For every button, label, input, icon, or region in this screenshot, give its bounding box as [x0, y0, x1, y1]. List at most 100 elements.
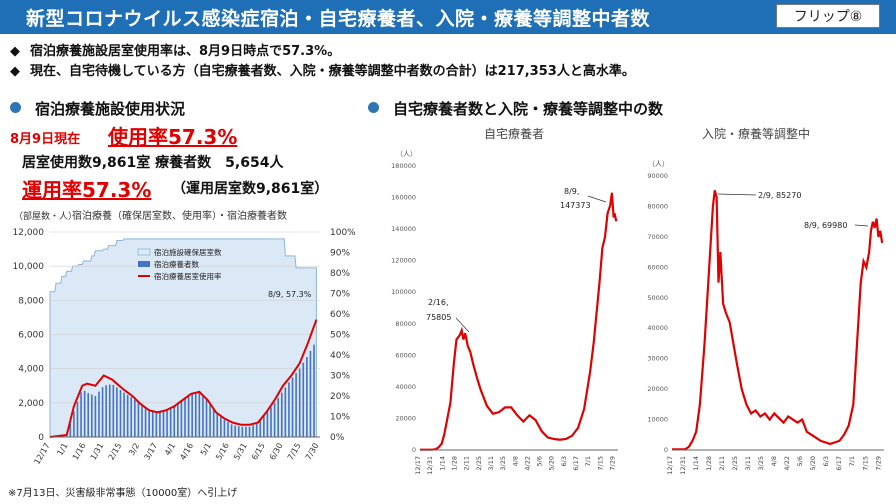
chart-title: 入院・療養等調整中 — [702, 126, 810, 141]
y-tick-label: 30000 — [647, 355, 668, 363]
legend-swatch-guests — [138, 261, 150, 267]
bar-guests — [220, 416, 222, 437]
bar-guests — [248, 426, 251, 437]
x-tick-label: 5/6 — [796, 456, 804, 466]
x-tick-label: 5/6 — [536, 456, 544, 466]
x-tick-label: 3/25 — [757, 456, 765, 471]
bar-guests — [266, 411, 269, 437]
x-tick-label: 1/14 — [692, 456, 700, 471]
bar-guests — [69, 423, 72, 437]
data-label-annotation: 8/9, — [564, 187, 579, 196]
bar-guests — [205, 399, 208, 437]
x-tick-label: 7/15 — [596, 456, 604, 471]
chart-title: 自宅療養者 — [484, 126, 544, 141]
y-tick-label: 0 — [664, 446, 668, 454]
y-tick-label: 2,000 — [18, 399, 44, 409]
y-tick-label: 6,000 — [18, 331, 44, 341]
x-tick-label: 4/1 — [163, 442, 177, 458]
legend-label: 宿泊療養者数 — [154, 259, 199, 269]
x-tick-label: 3/25 — [499, 456, 507, 471]
bar-guests — [144, 407, 147, 437]
bullet-1-text: 宿泊療養施設居室使用率は、8月9日時点で57.3%。 — [30, 44, 341, 59]
x-tick-label: 3/11 — [744, 456, 752, 471]
series-area-capacity — [49, 238, 317, 438]
y-tick-label: 80000 — [395, 320, 416, 328]
bar-guests — [155, 411, 158, 437]
y-tick-label: 10000 — [647, 416, 668, 424]
right-heading-text: 自宅療養者数と入院・療養等調整中の数 — [393, 100, 664, 118]
y-axis-label: （部屋数・人） — [14, 210, 77, 222]
x-tick-label: 5/20 — [548, 456, 556, 471]
x-tick-label: 1/16 — [71, 442, 88, 462]
y-tick-label: 180000 — [391, 162, 416, 170]
bar-guests — [237, 426, 240, 437]
x-tick-label: 2/11 — [718, 456, 726, 471]
bar-guests — [180, 400, 183, 437]
bar-guests — [166, 409, 168, 437]
x-tick-label: 1/28 — [705, 456, 713, 471]
x-tick-label: 4/22 — [783, 456, 791, 471]
bar-guests — [159, 410, 161, 437]
x-tick-label: 7/15 — [286, 442, 303, 462]
x-tick-label: 7/30 — [304, 442, 321, 462]
bar-guests — [112, 384, 115, 437]
bar-guests — [184, 397, 186, 437]
bar-guests — [116, 387, 118, 437]
bar-guests — [252, 425, 254, 437]
bar-guests — [105, 385, 107, 437]
bullet-2-text: 現在、自宅待機している方（自宅療養者数、入院・療養等調整中者数の合計）は217,… — [30, 64, 635, 79]
bar-guests — [273, 402, 276, 437]
x-tick-label: 4/16 — [178, 442, 195, 462]
x-tick-label: 2/25 — [731, 456, 739, 471]
x-tick-label: 4/8 — [770, 456, 778, 466]
x-tick-label: 1/14 — [438, 456, 446, 471]
bar-guests — [137, 402, 140, 437]
y2-tick-label: 90% — [330, 249, 350, 259]
x-tick-label: 1/1 — [55, 442, 69, 458]
circle-bullet-icon — [10, 102, 21, 113]
y-tick-label: 10,000 — [13, 262, 45, 272]
bar-guests — [101, 387, 104, 437]
y-tick-label: 8,000 — [18, 296, 44, 306]
bar-guests — [280, 392, 283, 437]
y-axis-label: （人） — [396, 150, 417, 158]
bar-guests — [288, 382, 290, 437]
y2-tick-label: 0% — [330, 433, 345, 443]
series-line — [672, 190, 884, 451]
diamond-icon: ◆ — [10, 64, 20, 79]
data-label-annotation: 8/9, 57.3% — [268, 290, 312, 299]
bar-guests — [91, 394, 93, 437]
x-tick-label: 12/17 — [32, 442, 51, 466]
bar-guests — [141, 405, 143, 437]
flip-badge: フリップ⑧ — [776, 4, 880, 28]
y2-tick-label: 20% — [330, 392, 350, 402]
x-tick-label: 7/1 — [848, 456, 856, 466]
y2-tick-label: 10% — [330, 413, 350, 423]
x-tick-label: 2/25 — [475, 456, 483, 471]
y2-tick-label: 40% — [330, 351, 350, 361]
y2-tick-label: 70% — [330, 290, 350, 300]
bar-guests — [162, 410, 165, 437]
bar-guests — [191, 394, 193, 437]
bar-guests — [73, 411, 75, 437]
y-tick-label: 140000 — [391, 225, 416, 233]
y-tick-label: 0 — [412, 446, 416, 454]
bar-guests — [98, 391, 100, 437]
bar-guests — [298, 368, 301, 437]
bar-guests — [87, 393, 90, 437]
data-label-annotation: 147373 — [560, 201, 591, 210]
y2-tick-label: 100% — [330, 228, 356, 238]
bar-guests — [202, 396, 204, 437]
y-tick-label: 70000 — [647, 233, 668, 241]
footnote: ※7月13日、災害級非常事態（10000室）へ引上げ — [8, 488, 238, 499]
bar-guests — [255, 423, 258, 437]
series-line — [420, 192, 618, 451]
x-tick-label: 12/17 — [666, 456, 674, 475]
bar-guests — [234, 425, 236, 437]
x-tick-label: 7/29 — [609, 456, 617, 471]
bar-guests — [291, 377, 294, 437]
bar-guests — [169, 407, 172, 437]
y-axis-label: （人） — [648, 160, 669, 168]
bar-guests — [270, 407, 272, 437]
data-label-annotation: 2/16, — [428, 298, 449, 307]
